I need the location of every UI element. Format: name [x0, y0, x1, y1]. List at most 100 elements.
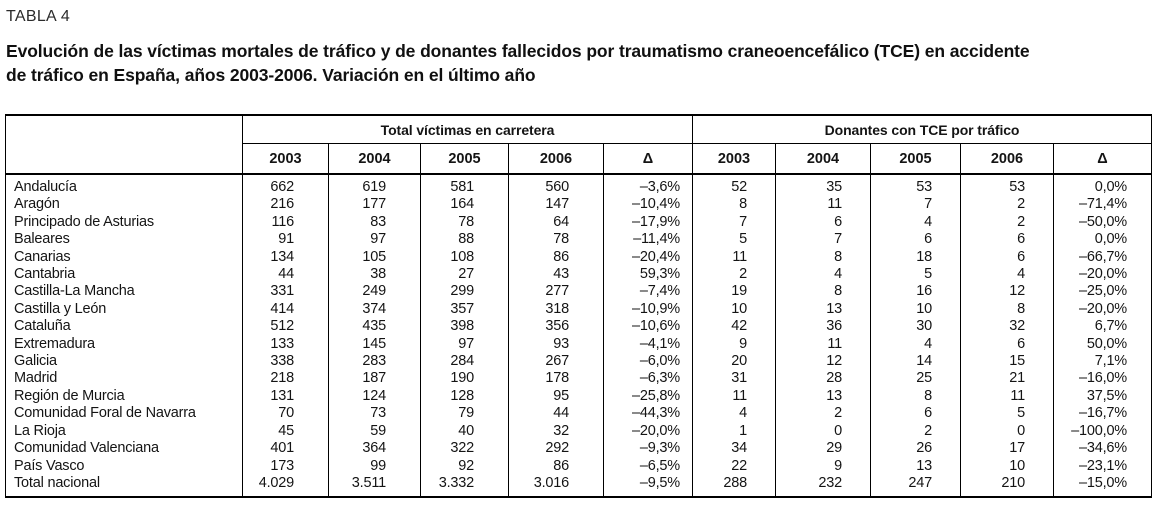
value-cell: 128 [420, 387, 509, 406]
table-title-line-2: de tráfico en España, años 2003-2006. Va… [6, 64, 536, 85]
value-cell: 7 [692, 213, 776, 232]
table-row: Aragón 216 177 164 147 –10,4% 8 11 7 2 –71,4% [6, 196, 1152, 214]
year-header-row: 2003 2004 2005 2006 Δ 2003 2004 2005 2006 Δ [6, 143, 1152, 175]
value-cell: 5 [960, 405, 1054, 423]
delta-value-cell: 7,1% [1053, 353, 1152, 371]
value-cell: 414 [242, 300, 329, 319]
year-header-donantes-2006: 2006 [960, 143, 1054, 175]
value-cell: 25 [870, 370, 961, 388]
region-name: Galicia [14, 353, 57, 370]
table-row: Comunidad Valenciana 401 364 322 292 –9,3% 34 2… [6, 440, 1152, 458]
value-cell: 95 [508, 387, 604, 406]
value-cell: 0 [775, 422, 871, 441]
delta-value-cell: –20,0% [603, 422, 693, 441]
group-header-victimas: Total víctimas en carretera [242, 115, 693, 144]
value-cell: 2 [775, 405, 871, 423]
value-cell: 8 [775, 248, 871, 267]
table-row: Cataluña 512 435 398 356 –10,6% 42 36 30 32 6,7% [6, 318, 1152, 336]
delta-value-cell: 0,0% [1053, 231, 1152, 249]
region-name: La Rioja [14, 422, 66, 439]
table-row: Cantabria 44 38 27 43 59,3% 2 4 5 4 –20,0% [6, 266, 1152, 284]
region-name: Total nacional [14, 474, 100, 491]
value-cell: 8 [775, 283, 871, 301]
value-cell: 83 [328, 213, 421, 232]
value-cell: 232 [775, 474, 871, 498]
delta-value-cell: –20,0% [1053, 300, 1152, 319]
value-cell: 53 [960, 174, 1054, 197]
value-cell: 32 [960, 318, 1054, 336]
value-cell: 31 [692, 370, 776, 388]
value-cell: 560 [508, 174, 604, 197]
table-row: Castilla-La Mancha 331 249 299 277 –7,4% 19 8 16… [6, 283, 1152, 301]
value-cell: 2 [960, 196, 1054, 214]
region-name: Comunidad Foral de Navarra [14, 405, 196, 422]
value-cell: 44 [508, 405, 604, 423]
value-cell: 11 [775, 335, 871, 354]
delta-value-cell: –100,0% [1053, 422, 1152, 441]
value-cell: 134 [242, 248, 329, 267]
value-cell: 8 [692, 196, 776, 214]
value-cell: 145 [328, 335, 421, 354]
value-cell: 28 [775, 370, 871, 388]
value-cell: 4 [870, 213, 961, 232]
value-cell: 364 [328, 440, 421, 458]
table-row: Total nacional 4.029 3.511 3.332 3.016 –9,5% 2… [6, 474, 1152, 498]
value-cell: 288 [692, 474, 776, 498]
table-row: Principado de Asturias 116 83 78 64 –17,9% 7 6 4… [6, 213, 1152, 232]
table-row: Castilla y León 414 374 357 318 –10,9% 10 13 10 8… [6, 300, 1152, 319]
value-cell: 4 [960, 266, 1054, 284]
value-cell: 247 [870, 474, 961, 498]
region-name: Castilla y León [14, 300, 107, 317]
delta-value-cell: –66,7% [1053, 248, 1152, 267]
delta-value-cell: –10,6% [603, 318, 693, 336]
delta-header-victimas: Δ [603, 143, 693, 175]
table-title-line-1: Evolución de las víctimas mortales de tr… [6, 41, 1030, 61]
delta-value-cell: –9,5% [603, 474, 693, 498]
value-cell: 13 [870, 457, 961, 475]
value-cell: 173 [242, 457, 329, 475]
value-cell: 178 [508, 370, 604, 388]
delta-header-donantes: Δ [1053, 143, 1152, 175]
value-cell: 26 [870, 440, 961, 458]
value-cell: 6 [960, 231, 1054, 249]
value-cell: 36 [775, 318, 871, 336]
value-cell: 147 [508, 196, 604, 214]
value-cell: 45 [242, 422, 329, 441]
table-body: Andalucía 662 619 581 560 –3,6% 52 35 53 53 0,0% Ar… [6, 174, 1152, 498]
value-cell: 11 [775, 196, 871, 214]
table-row: Región de Murcia 131 124 128 95 –25,8% 11 13 8 11… [6, 387, 1152, 406]
value-cell: 8 [870, 387, 961, 406]
value-cell: 0 [960, 422, 1054, 441]
region-name: Principado de Asturias [14, 213, 154, 230]
year-header-victimas-2003: 2003 [242, 143, 329, 175]
value-cell: 116 [242, 213, 329, 232]
value-cell: 17 [960, 440, 1054, 458]
value-cell: 11 [960, 387, 1054, 406]
value-cell: 59 [328, 422, 421, 441]
value-cell: 6 [870, 231, 961, 249]
value-cell: 20 [692, 353, 776, 371]
value-cell: 267 [508, 353, 604, 371]
value-cell: 40 [420, 422, 509, 441]
delta-value-cell: –11,4% [603, 231, 693, 249]
value-cell: 322 [420, 440, 509, 458]
value-cell: 357 [420, 300, 509, 319]
value-cell: 292 [508, 440, 604, 458]
value-cell: 12 [775, 353, 871, 371]
region-name: Región de Murcia [14, 387, 125, 404]
delta-value-cell: 6,7% [1053, 318, 1152, 336]
value-cell: 338 [242, 353, 329, 371]
value-cell: 9 [692, 335, 776, 354]
delta-value-cell: –20,0% [1053, 266, 1152, 284]
value-cell: 277 [508, 283, 604, 301]
value-cell: 4 [870, 335, 961, 354]
value-cell: 52 [692, 174, 776, 197]
value-cell: 318 [508, 300, 604, 319]
value-cell: 7 [870, 196, 961, 214]
value-cell: 190 [420, 370, 509, 388]
value-cell: 86 [508, 248, 604, 267]
value-cell: 13 [775, 300, 871, 319]
value-cell: 14 [870, 353, 961, 371]
value-cell: 64 [508, 213, 604, 232]
region-name: Andalucía [14, 179, 77, 195]
